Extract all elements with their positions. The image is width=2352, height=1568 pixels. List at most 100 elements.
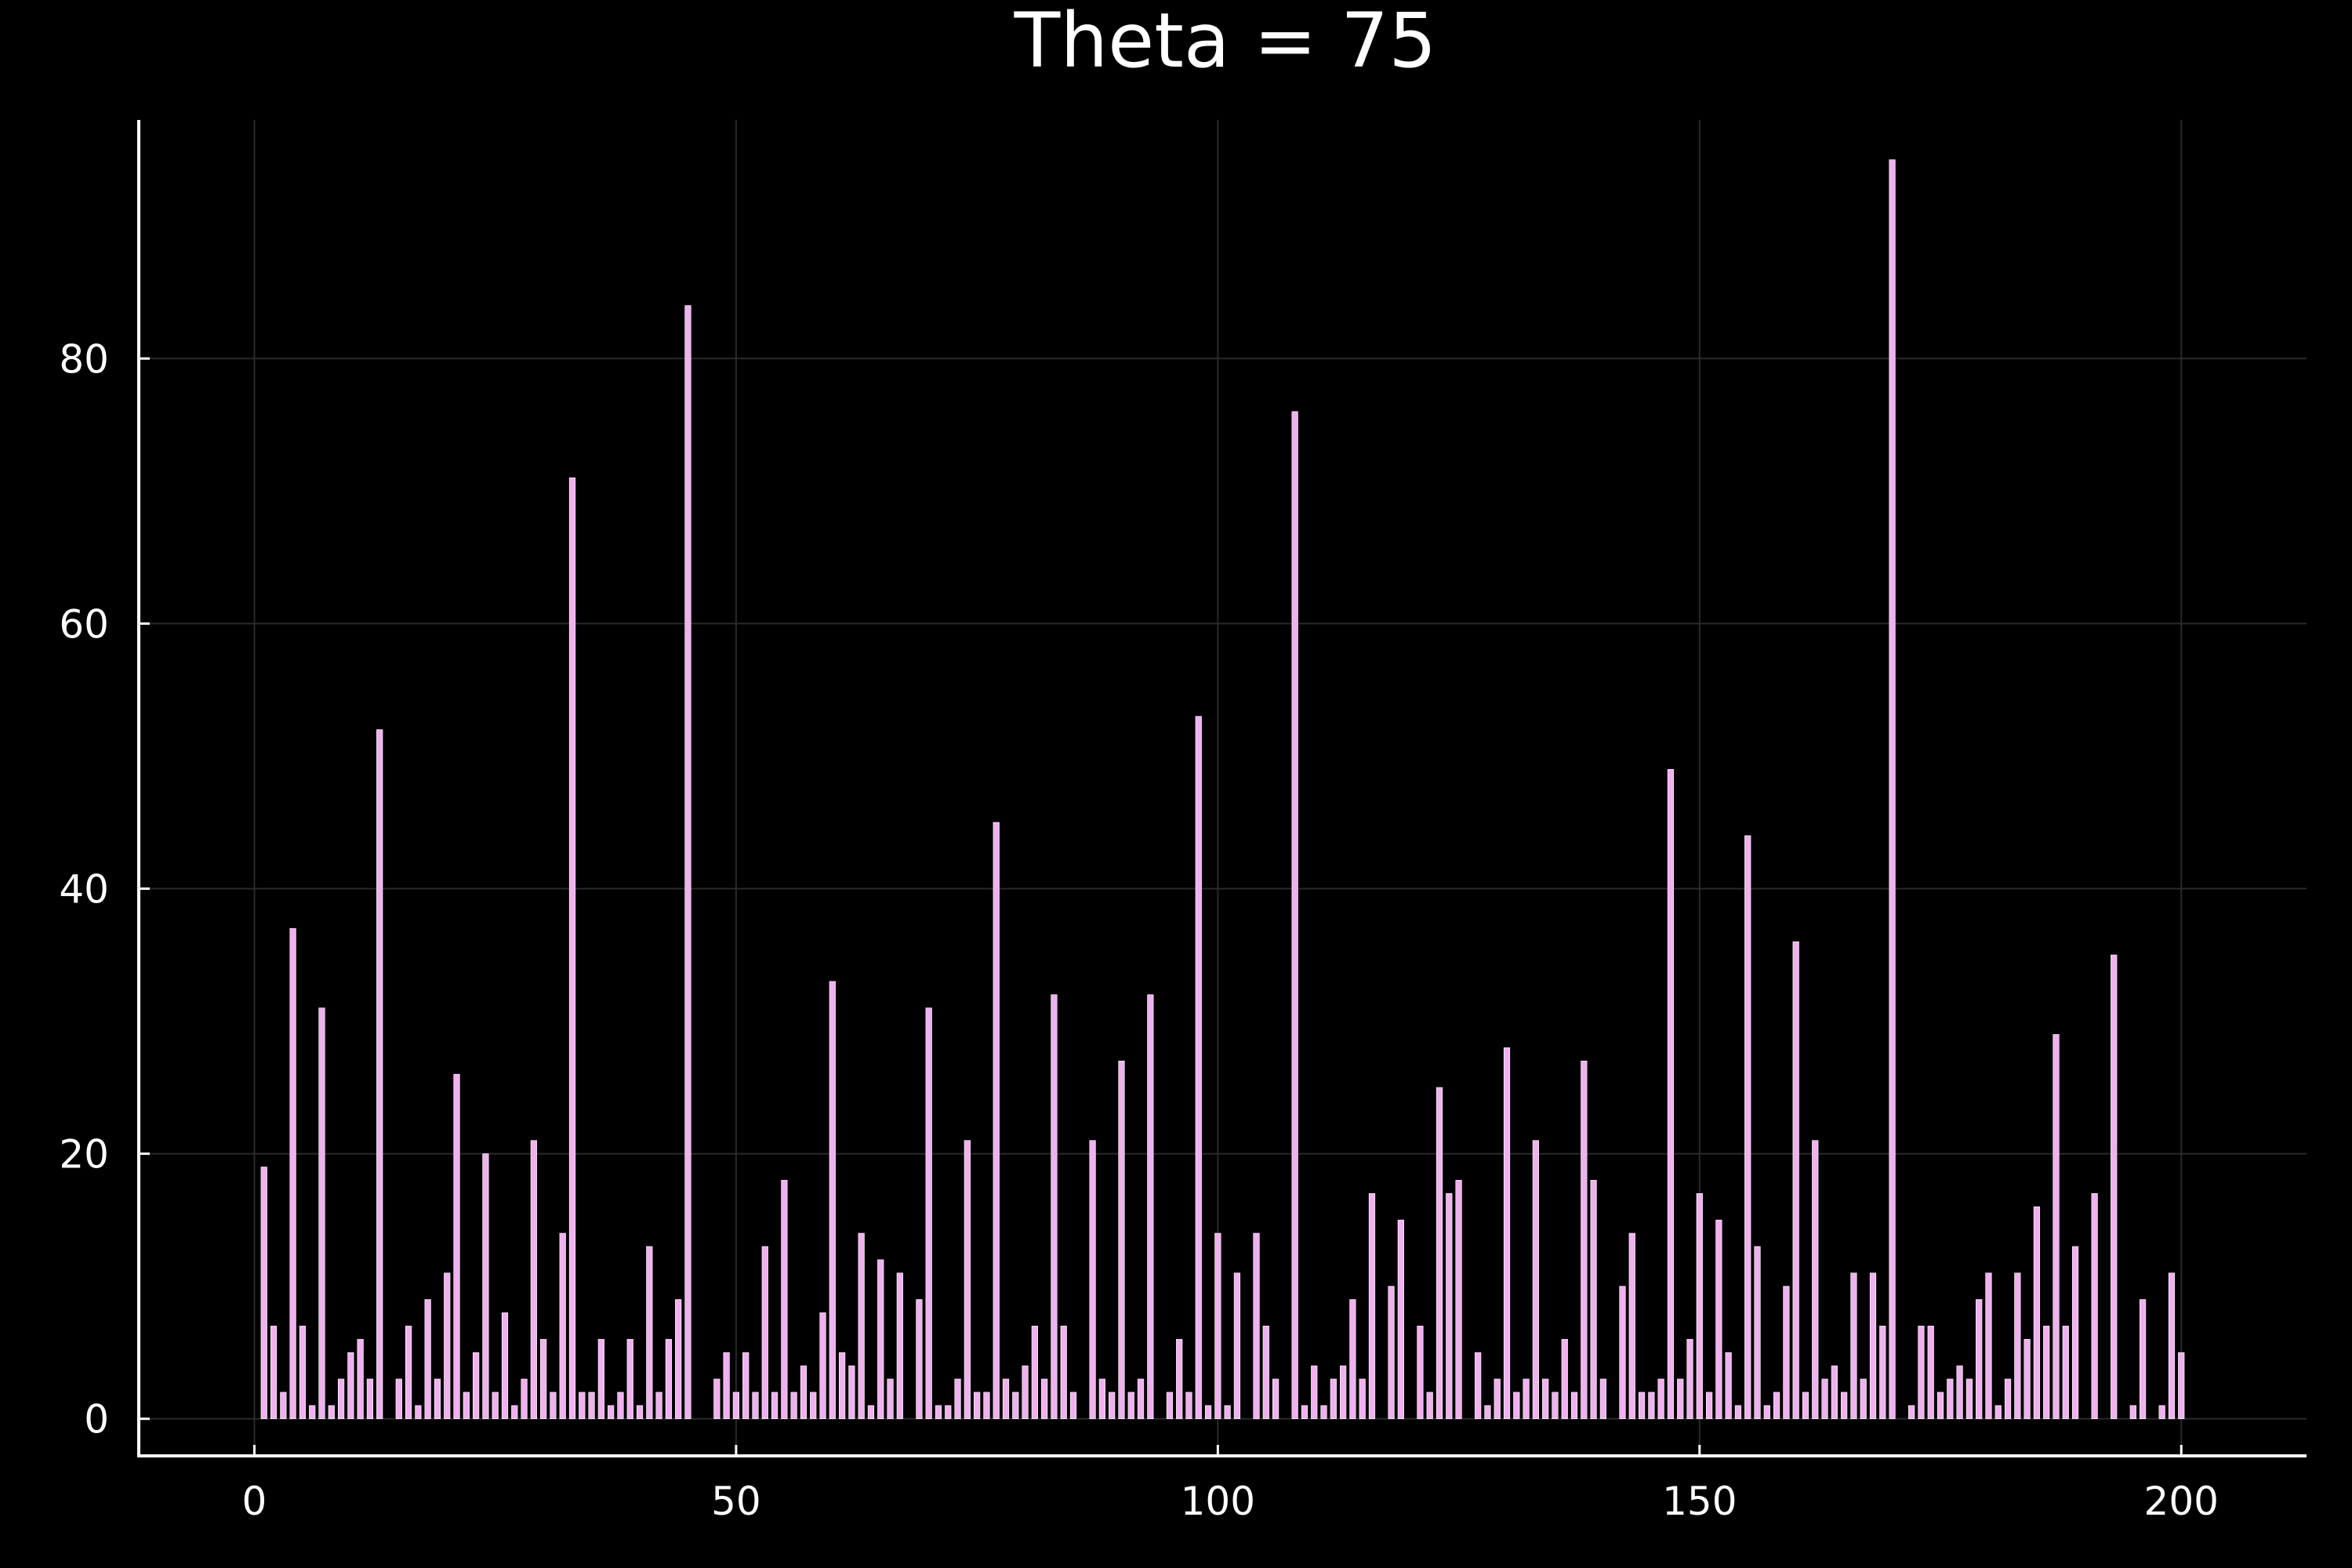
- bar: [588, 1392, 595, 1419]
- bar: [1542, 1378, 1549, 1419]
- bar: [1301, 1405, 1308, 1419]
- bar: [877, 1259, 884, 1419]
- bar: [1879, 1326, 1886, 1419]
- bar: [1127, 1392, 1134, 1419]
- bar: [463, 1392, 470, 1419]
- bar: [2158, 1405, 2165, 1419]
- bar: [559, 1232, 566, 1419]
- bar: [867, 1405, 875, 1419]
- bar: [1976, 1299, 1983, 1419]
- bar: [2043, 1326, 2050, 1419]
- bar: [1523, 1378, 1530, 1419]
- bar: [579, 1392, 586, 1419]
- bar: [781, 1180, 788, 1419]
- bar: [1214, 1232, 1221, 1419]
- bar: [858, 1232, 865, 1419]
- bar: [1311, 1365, 1318, 1419]
- bar: [366, 1378, 374, 1419]
- bar: [1340, 1365, 1347, 1419]
- bar: [636, 1405, 644, 1419]
- bar: [1069, 1392, 1077, 1419]
- bar: [1109, 1392, 1116, 1419]
- bar: [1686, 1338, 1693, 1419]
- bar: [790, 1392, 797, 1419]
- bar: [1204, 1405, 1212, 1419]
- bar: [954, 1378, 961, 1419]
- bar: [2024, 1338, 2031, 1419]
- bar: [1060, 1326, 1067, 1419]
- bar: [1841, 1392, 1848, 1419]
- bar: [1272, 1378, 1279, 1419]
- bar: [819, 1312, 826, 1419]
- bar: [2033, 1206, 2041, 1419]
- y-tick-label: 80: [59, 336, 109, 382]
- bar: [482, 1153, 489, 1419]
- bar: [1118, 1060, 1125, 1419]
- bar: [1349, 1299, 1356, 1419]
- bar: [1484, 1405, 1491, 1419]
- bar: [974, 1392, 981, 1419]
- bar: [655, 1392, 662, 1419]
- bar: [1773, 1392, 1780, 1419]
- bar: [1368, 1192, 1376, 1419]
- bar: [2129, 1405, 2136, 1419]
- bar: [1638, 1392, 1646, 1419]
- bar: [800, 1365, 808, 1419]
- x-tick-label: 100: [1181, 1479, 1255, 1524]
- bar: [608, 1405, 615, 1419]
- bar: [1224, 1405, 1231, 1419]
- bar: [1552, 1392, 1559, 1419]
- bar: [1918, 1326, 1925, 1419]
- bar: [2111, 954, 2118, 1419]
- bar: [2091, 1192, 2098, 1419]
- bar: [1763, 1405, 1770, 1419]
- bar: [1436, 1087, 1443, 1419]
- bar: [1850, 1272, 1857, 1419]
- bar: [1475, 1352, 1482, 1419]
- bar: [1831, 1365, 1838, 1419]
- bar: [1320, 1405, 1327, 1419]
- bar: [1628, 1232, 1635, 1419]
- bar-series: [260, 159, 2185, 1419]
- bar: [1792, 941, 1799, 1419]
- bar: [309, 1405, 316, 1419]
- bar: [810, 1392, 817, 1419]
- bar: [2071, 1246, 2079, 1419]
- bar: [2053, 1034, 2060, 1419]
- bar: [838, 1352, 846, 1419]
- bar: [887, 1378, 894, 1419]
- y-tick-label: 40: [59, 866, 109, 912]
- grid-lines: [139, 120, 2307, 1456]
- bar: [1446, 1192, 1453, 1419]
- bar: [597, 1338, 604, 1419]
- bar: [617, 1392, 624, 1419]
- bar: [1705, 1392, 1713, 1419]
- bar: [1734, 1405, 1742, 1419]
- y-tick-label: 0: [84, 1397, 109, 1443]
- bar: [1619, 1286, 1626, 1419]
- bar: [1754, 1246, 1761, 1419]
- chart-title: Theta = 75: [1014, 0, 1437, 85]
- bar: [1696, 1192, 1703, 1419]
- bar: [1812, 1140, 1819, 1419]
- bar: [1889, 159, 1896, 1419]
- bar: [1570, 1392, 1578, 1419]
- x-tick-label: 150: [1662, 1479, 1737, 1524]
- bar: [347, 1352, 354, 1419]
- bar: [1947, 1378, 1954, 1419]
- bar: [1291, 411, 1298, 1419]
- bar: [1185, 1392, 1192, 1419]
- bar: [415, 1405, 422, 1419]
- bar: [1022, 1365, 1029, 1419]
- bar: [1426, 1392, 1433, 1419]
- bar: [521, 1378, 528, 1419]
- bar: [1012, 1392, 1019, 1419]
- bar: [357, 1338, 364, 1419]
- bar: [2062, 1326, 2069, 1419]
- bar: [501, 1312, 509, 1419]
- bar: [1677, 1378, 1684, 1419]
- bar: [916, 1299, 923, 1419]
- bar: [1561, 1338, 1568, 1419]
- bar: [1532, 1140, 1539, 1419]
